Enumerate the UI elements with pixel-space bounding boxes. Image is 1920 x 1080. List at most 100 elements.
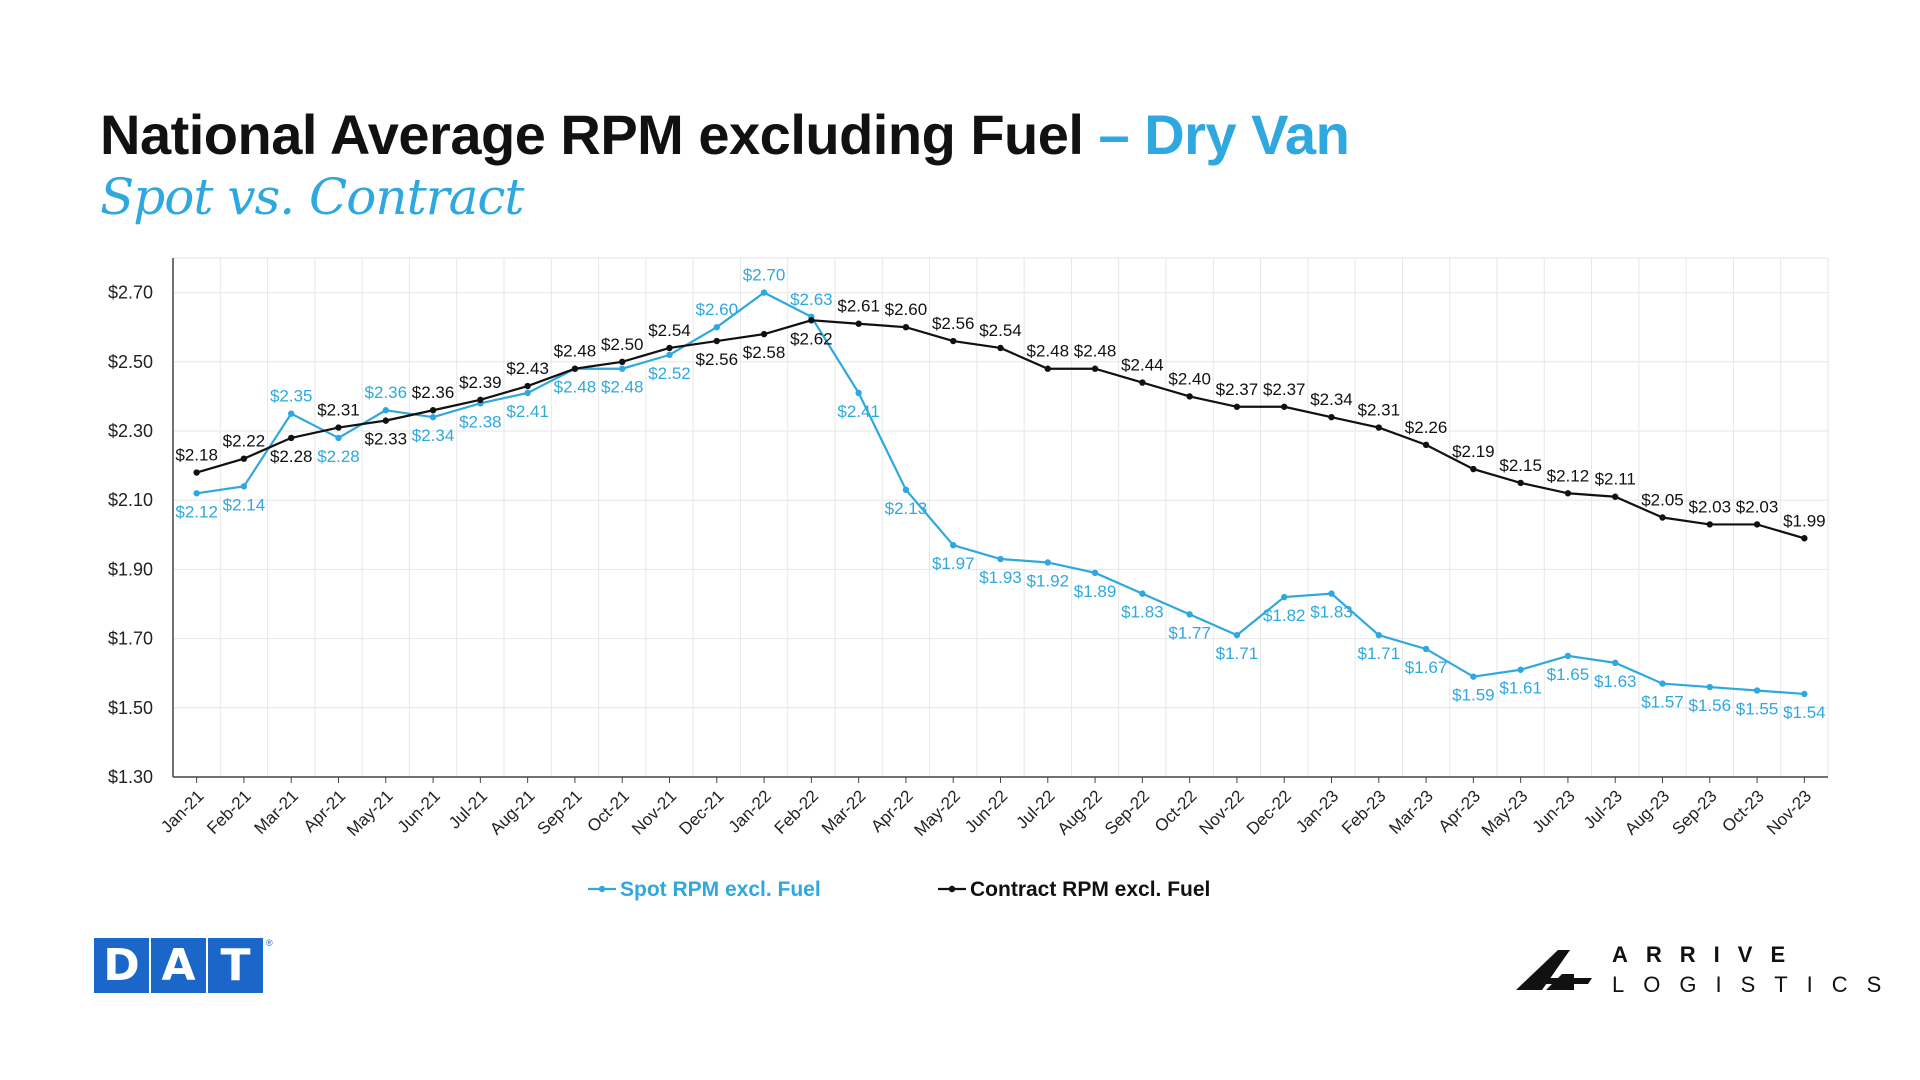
contract-data-label: $2.50 xyxy=(601,335,644,354)
data-point xyxy=(855,389,862,397)
data-point xyxy=(1375,424,1382,431)
x-tick-label: Sep-23 xyxy=(1668,786,1720,838)
data-point xyxy=(1470,465,1477,473)
x-tick-label: Apr-21 xyxy=(300,786,350,836)
spot-data-label: $2.36 xyxy=(365,383,408,402)
data-point xyxy=(1706,521,1713,528)
data-point xyxy=(950,541,957,549)
title-main: National Average RPM excluding Fuel xyxy=(100,103,1084,166)
contract-data-label: $2.05 xyxy=(1641,491,1684,510)
grid-lines xyxy=(172,257,1829,778)
data-point xyxy=(666,351,673,359)
contract-data-label: $2.56 xyxy=(932,314,975,333)
contract-data-label: $2.31 xyxy=(317,401,360,420)
data-point xyxy=(1517,666,1524,673)
contract-data-label: $2.62 xyxy=(790,329,833,348)
data-point xyxy=(1612,493,1619,500)
x-tick-label: Jan-21 xyxy=(157,786,207,836)
x-tick-label: Apr-23 xyxy=(1435,786,1485,836)
data-point xyxy=(524,389,531,397)
spot-data-label: $2.52 xyxy=(648,364,691,383)
x-tick-label: Jan-23 xyxy=(1292,786,1342,836)
contract-data-label: $2.18 xyxy=(175,446,218,465)
data-point xyxy=(335,434,342,442)
x-tick-label: May-22 xyxy=(911,786,965,840)
data-point xyxy=(1375,631,1382,639)
data-point xyxy=(193,469,200,476)
data-point xyxy=(477,396,484,404)
contract-data-label: $2.61 xyxy=(837,297,880,316)
data-point xyxy=(619,358,626,365)
x-tick-label: Feb-21 xyxy=(203,786,255,838)
contract-data-label: $2.58 xyxy=(743,343,786,362)
legend: Spot RPM excl. Fuel Contract RPM excl. Fu… xyxy=(588,878,1210,901)
spot-data-label: $1.55 xyxy=(1736,700,1779,719)
data-point xyxy=(1422,645,1430,653)
contract-data-label: $2.22 xyxy=(223,432,266,451)
contract-data-label: $2.37 xyxy=(1216,380,1259,399)
x-tick-label: Feb-23 xyxy=(1338,786,1390,838)
data-point xyxy=(1281,593,1288,601)
dat-letter-a: A xyxy=(151,938,206,993)
spot-data-label: $1.71 xyxy=(1216,644,1259,663)
contract-data-label: $2.48 xyxy=(1074,342,1117,361)
data-point xyxy=(760,289,768,296)
x-tick-label: Jun-21 xyxy=(394,786,444,836)
x-tick-label: Nov-21 xyxy=(628,786,680,838)
spot-data-label: $2.13 xyxy=(885,499,928,518)
chart-title: National Average RPM excluding Fuel – Dr… xyxy=(100,102,1350,167)
contract-data-label: $2.28 xyxy=(270,447,313,466)
spot-data-label: $2.35 xyxy=(270,387,313,406)
dat-letter-d: D xyxy=(94,938,149,993)
legend-swatch-dot xyxy=(598,885,606,893)
spot-data-label: $1.92 xyxy=(1027,571,1070,590)
series-lines xyxy=(193,289,1808,698)
data-point xyxy=(240,455,248,462)
data-point xyxy=(1564,652,1572,660)
data-point xyxy=(1564,490,1572,497)
spot-data-label: $1.65 xyxy=(1547,665,1590,684)
x-tick-label: Jul-22 xyxy=(1012,786,1058,832)
data-point xyxy=(1328,413,1335,421)
x-tick-label: Jun-23 xyxy=(1529,786,1579,836)
contract-data-label: $2.43 xyxy=(506,359,549,378)
data-point xyxy=(666,344,673,352)
title-accent: – Dry Van xyxy=(1098,103,1350,166)
spot-data-label: $2.38 xyxy=(459,412,502,431)
data-point xyxy=(997,344,1004,352)
contract-data-label: $2.36 xyxy=(412,383,455,402)
x-tick-label: Dec-21 xyxy=(675,786,727,838)
y-tick-label: $1.90 xyxy=(108,559,153,579)
contract-data-label: $2.48 xyxy=(1027,342,1070,361)
contract-data-label: $2.34 xyxy=(1310,390,1353,409)
y-tick-label: $2.10 xyxy=(108,490,153,510)
legend-label: Spot RPM excl. Fuel xyxy=(620,878,821,901)
data-point xyxy=(760,330,768,338)
y-tick-label: $2.30 xyxy=(108,421,153,441)
x-tick-label: Mar-23 xyxy=(1385,786,1437,838)
spot-data-label: $2.34 xyxy=(412,426,455,445)
data-point xyxy=(1422,441,1430,449)
logistics-wordmark: LOGISTICS xyxy=(1612,972,1901,997)
data-point xyxy=(240,483,248,490)
x-tick-label: Nov-22 xyxy=(1196,786,1248,838)
data-point xyxy=(1659,514,1666,521)
spot-data-label: $2.12 xyxy=(175,502,218,521)
contract-data-label: $2.54 xyxy=(979,321,1022,340)
data-point xyxy=(1753,521,1761,528)
data-point xyxy=(902,324,910,331)
legend-label: Contract RPM excl. Fuel xyxy=(970,878,1210,901)
x-tick-label: Jul-21 xyxy=(445,786,491,832)
x-tick-label: Feb-22 xyxy=(771,786,823,838)
contract-data-label: $1.99 xyxy=(1783,511,1826,530)
data-point xyxy=(1186,393,1193,400)
data-point xyxy=(288,434,295,442)
contract-data-label: $2.15 xyxy=(1499,456,1542,475)
x-tick-label: May-21 xyxy=(343,786,397,840)
spot-data-label: $1.93 xyxy=(979,568,1022,587)
x-tick-label: Jan-22 xyxy=(725,786,775,836)
contract-data-label: $2.39 xyxy=(459,373,502,392)
arrive-mark-icon xyxy=(1516,950,1592,990)
spot-data-label: $1.89 xyxy=(1074,582,1117,601)
contract-data-label: $2.03 xyxy=(1689,497,1732,516)
